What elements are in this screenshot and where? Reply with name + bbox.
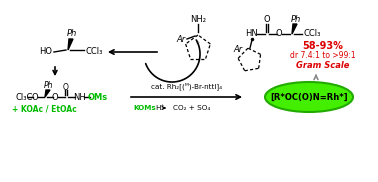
Text: NH: NH bbox=[73, 92, 85, 102]
Text: CO₂ + SO₄: CO₂ + SO₄ bbox=[173, 105, 211, 111]
Text: NH₂: NH₂ bbox=[190, 15, 206, 25]
Ellipse shape bbox=[265, 82, 353, 112]
Text: + KOAc / EtOAc: + KOAc / EtOAc bbox=[12, 104, 77, 114]
Text: HN: HN bbox=[246, 29, 259, 39]
Text: Ph: Ph bbox=[44, 82, 54, 90]
Text: O: O bbox=[63, 82, 69, 92]
Text: KOMs: KOMs bbox=[133, 105, 156, 111]
Polygon shape bbox=[292, 24, 297, 34]
Text: Gram Scale: Gram Scale bbox=[296, 60, 350, 70]
Text: [R*OC(O)N=Rh*]: [R*OC(O)N=Rh*] bbox=[270, 92, 348, 102]
Text: O: O bbox=[32, 92, 38, 102]
Text: OMs: OMs bbox=[88, 92, 108, 102]
Text: Ph: Ph bbox=[67, 29, 77, 39]
Text: H⁺: H⁺ bbox=[155, 105, 164, 111]
Text: Ph: Ph bbox=[291, 15, 301, 25]
Text: 58-93%: 58-93% bbox=[302, 41, 344, 51]
Text: dr 7.4:1 to >99:1: dr 7.4:1 to >99:1 bbox=[290, 52, 356, 60]
Text: HO: HO bbox=[39, 48, 53, 56]
Text: CCl₃: CCl₃ bbox=[303, 29, 321, 39]
Text: Ar: Ar bbox=[177, 35, 186, 45]
Text: Ar: Ar bbox=[233, 46, 243, 54]
Text: O: O bbox=[276, 29, 282, 39]
Polygon shape bbox=[45, 90, 50, 97]
Polygon shape bbox=[68, 39, 73, 50]
Text: Cl₃C: Cl₃C bbox=[15, 92, 33, 102]
Text: O: O bbox=[264, 15, 270, 25]
Text: CCl₃: CCl₃ bbox=[85, 46, 103, 56]
Text: O: O bbox=[52, 92, 58, 102]
Text: cat. Rh₂[(ᴹ)-Br-nttl]₄: cat. Rh₂[(ᴹ)-Br-nttl]₄ bbox=[151, 82, 222, 90]
